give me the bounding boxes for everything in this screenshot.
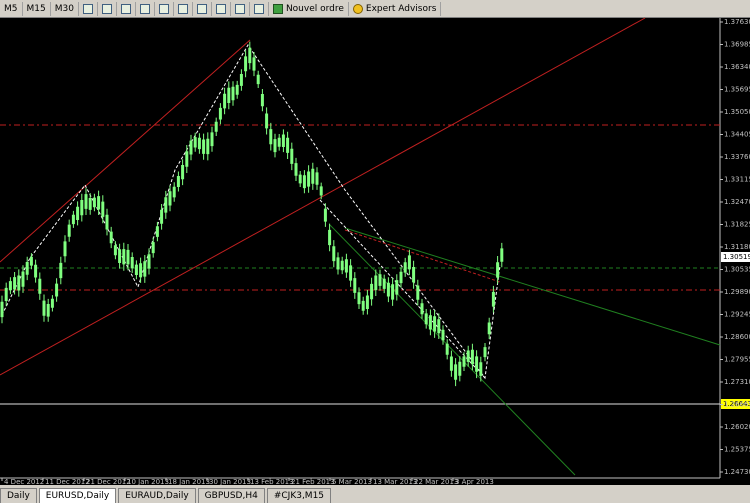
date-label: 5 Mar 2013 (332, 478, 372, 485)
chart-background (0, 18, 720, 478)
tool-button[interactable] (174, 1, 193, 16)
price-label: 1.25375 (724, 446, 750, 454)
price-label: 1.27310 (724, 378, 750, 386)
chart-tab[interactable]: #CJK3,M15 (266, 488, 332, 503)
icon (82, 3, 93, 14)
date-label: 4 Dec 2012 (4, 478, 44, 485)
label: Expert Advisors (365, 3, 437, 14)
tool-button[interactable] (155, 1, 174, 16)
tool-button[interactable] (250, 1, 269, 16)
price-marker-box (721, 399, 750, 409)
chart-tab[interactable]: Daily (0, 488, 37, 503)
channel-line (319, 199, 486, 379)
price-label: 1.35050 (724, 108, 750, 116)
date-label: 13 Feb 2013 (250, 478, 294, 485)
date-label: 22 Mar 2013 (414, 478, 458, 485)
tool-button[interactable] (117, 1, 136, 16)
icon (253, 3, 264, 14)
icon (196, 3, 207, 14)
tool-button[interactable] (98, 1, 117, 16)
label: Nouvel ordre (285, 3, 344, 14)
timeframe-button[interactable]: M15 (23, 1, 51, 16)
price-label: 1.33760 (724, 153, 750, 161)
channel-line (344, 229, 501, 283)
icon (234, 3, 245, 14)
toolbar: M5 M15 M30 Nouvel ordre Expert Advisors (0, 0, 750, 18)
trend-line (329, 224, 576, 476)
icon (177, 3, 188, 14)
date-label: 13 Mar 2013 (373, 478, 417, 485)
date-label: 10 Jan 2013 (127, 478, 169, 485)
expert-advisors-button[interactable]: Expert Advisors (349, 1, 442, 16)
new-order-button[interactable]: Nouvel ordre (269, 1, 349, 16)
candle-bodies (0, 47, 504, 380)
price-label: 1.31180 (724, 243, 750, 251)
price-label: 1.26665 (724, 401, 750, 409)
chart-tab[interactable]: EURUSD,Daily (38, 488, 117, 503)
tool-button[interactable] (136, 1, 155, 16)
icon (120, 3, 131, 14)
price-label: 1.36340 (724, 63, 750, 71)
price-marker: 1.26643 (723, 400, 750, 408)
timeframe-button[interactable]: M5 (0, 1, 23, 16)
date-label: 30 Jan 2013 (209, 478, 251, 485)
trend-line (344, 227, 721, 346)
date-label: 3 Apr 2013 (455, 478, 494, 485)
chart-area: 1.30519 1.26643 1.37630 1.36985 1.36340 1.3… (0, 17, 750, 485)
icon (158, 3, 169, 14)
price-marker: 1.30519 (723, 253, 750, 261)
tool-button[interactable] (231, 1, 250, 16)
tool-button[interactable] (79, 1, 98, 16)
chart-tab[interactable]: EURAUD,Daily (118, 488, 196, 503)
price-label: 1.30535 (724, 266, 750, 274)
date-label: 21 Feb 2013 (291, 478, 335, 485)
icon (139, 3, 150, 14)
date-label: 21 Dec 2012 (86, 478, 131, 485)
icon (272, 3, 283, 14)
price-marker-box (721, 252, 750, 262)
tool-button[interactable] (193, 1, 212, 16)
price-label: 1.32470 (724, 198, 750, 206)
price-label: 1.28600 (724, 333, 750, 341)
price-label: 1.33115 (724, 176, 750, 184)
timeframe-button[interactable]: M30 (51, 1, 79, 16)
tool-button[interactable] (212, 1, 231, 16)
price-label: 1.34405 (724, 131, 750, 139)
icon (215, 3, 226, 14)
price-label: 1.26020 (724, 423, 750, 431)
chart-tabs: Daily EURUSD,Daily EURAUD,Daily GBPUSD,H4 #C… (0, 485, 750, 503)
zigzag (1, 44, 501, 380)
price-label: 1.37630 (724, 18, 750, 26)
price-label: 1.29245 (724, 311, 750, 319)
price-label: 1.24730 (724, 468, 750, 476)
icon (352, 3, 363, 14)
trend-line (0, 17, 646, 376)
price-label: 1.29890 (724, 288, 750, 296)
price-label: 1.27955 (724, 356, 750, 364)
date-label: 18 Jan 2013 (168, 478, 210, 485)
price-label: 1.31825 (724, 221, 750, 229)
price-label: 1.35695 (724, 86, 750, 94)
icon (101, 3, 112, 14)
trend-line (0, 39, 251, 263)
price-label: 1.36985 (724, 41, 750, 49)
date-label: 11 Dec 2012 (45, 478, 90, 485)
chart-tab[interactable]: GBPUSD,H4 (197, 488, 265, 503)
